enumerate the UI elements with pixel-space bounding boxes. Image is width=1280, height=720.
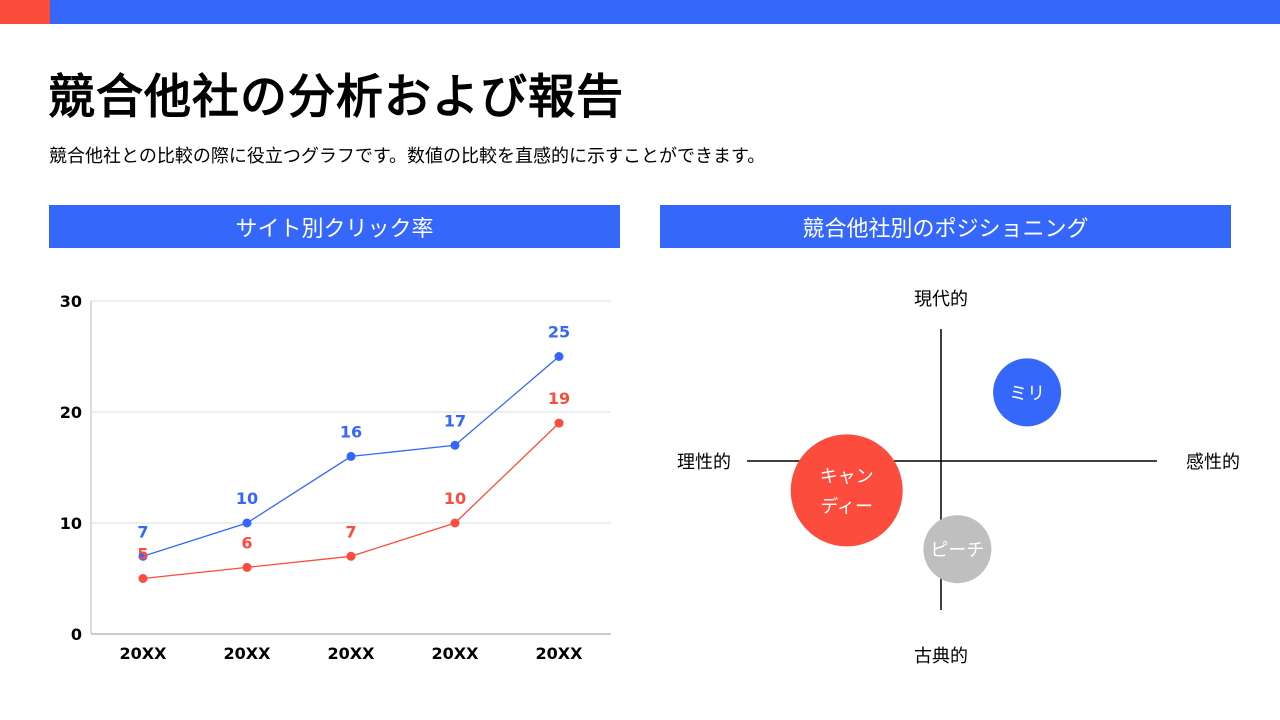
data-point	[346, 551, 356, 561]
axis-label-bottom: 古典的	[914, 646, 968, 667]
bubble-label: ミリ	[1009, 383, 1045, 404]
data-point	[346, 451, 356, 461]
positioning-section-header: 競合他社別のポジショニング	[660, 205, 1231, 248]
data-point	[138, 574, 148, 583]
data-point	[450, 518, 460, 528]
click-rate-line-chart: 0 10 20 30 20XX 20XX 20XX 20XX 20XX 7 10 16 17 25 5 6 7 1…	[60, 292, 611, 663]
bubble-ミリ	[993, 358, 1062, 427]
top-accent-bar	[0, 0, 1280, 24]
x-tick-label: 20XX	[536, 644, 584, 663]
data-point	[242, 562, 252, 572]
bubble-キャンディー	[790, 434, 903, 547]
axis-label-right: 感性的	[1186, 452, 1240, 473]
data-label: 10	[236, 489, 258, 508]
y-tick-label: 20	[60, 403, 82, 422]
click-rate-section-header: サイト別クリック率	[49, 205, 620, 248]
x-tick-label: 20XX	[224, 644, 272, 663]
data-label: 7	[345, 522, 356, 541]
axis-label-top: 現代的	[914, 289, 968, 310]
y-tick-label: 10	[60, 514, 82, 533]
positioning-title: 競合他社別のポジショニング	[802, 216, 1089, 242]
y-tick-label: 0	[71, 625, 82, 644]
x-tick-label: 20XX	[432, 644, 480, 663]
bubble-label: キャン	[820, 466, 874, 487]
data-label: 6	[241, 533, 252, 552]
bubble-label: ピーチ	[930, 540, 984, 561]
page-title: 競合他社の分析および報告	[48, 70, 624, 125]
click-rate-title: サイト別クリック率	[235, 216, 434, 242]
data-point	[554, 418, 564, 428]
data-label: 7	[137, 522, 148, 541]
x-tick-label: 20XX	[120, 644, 168, 663]
x-tick-label: 20XX	[328, 644, 376, 663]
data-label: 25	[548, 323, 570, 342]
data-label: 5	[137, 545, 148, 564]
bubble-ピーチ	[923, 515, 992, 584]
bubble-label: ディー	[820, 496, 873, 517]
data-point	[450, 440, 460, 450]
data-point	[554, 352, 564, 361]
top-red-block	[0, 0, 50, 24]
axis-label-left: 理性的	[677, 452, 731, 473]
data-label: 16	[340, 422, 362, 441]
data-point	[138, 551, 148, 561]
y-tick-label: 30	[60, 292, 82, 311]
data-label: 17	[444, 411, 466, 430]
page-subtitle: 競合他社との比較の際に役立つグラフです。数値の比較を直感的に示すことができます。	[49, 146, 766, 167]
data-label: 19	[548, 389, 570, 408]
data-label: 10	[444, 489, 466, 508]
data-point	[242, 518, 252, 528]
